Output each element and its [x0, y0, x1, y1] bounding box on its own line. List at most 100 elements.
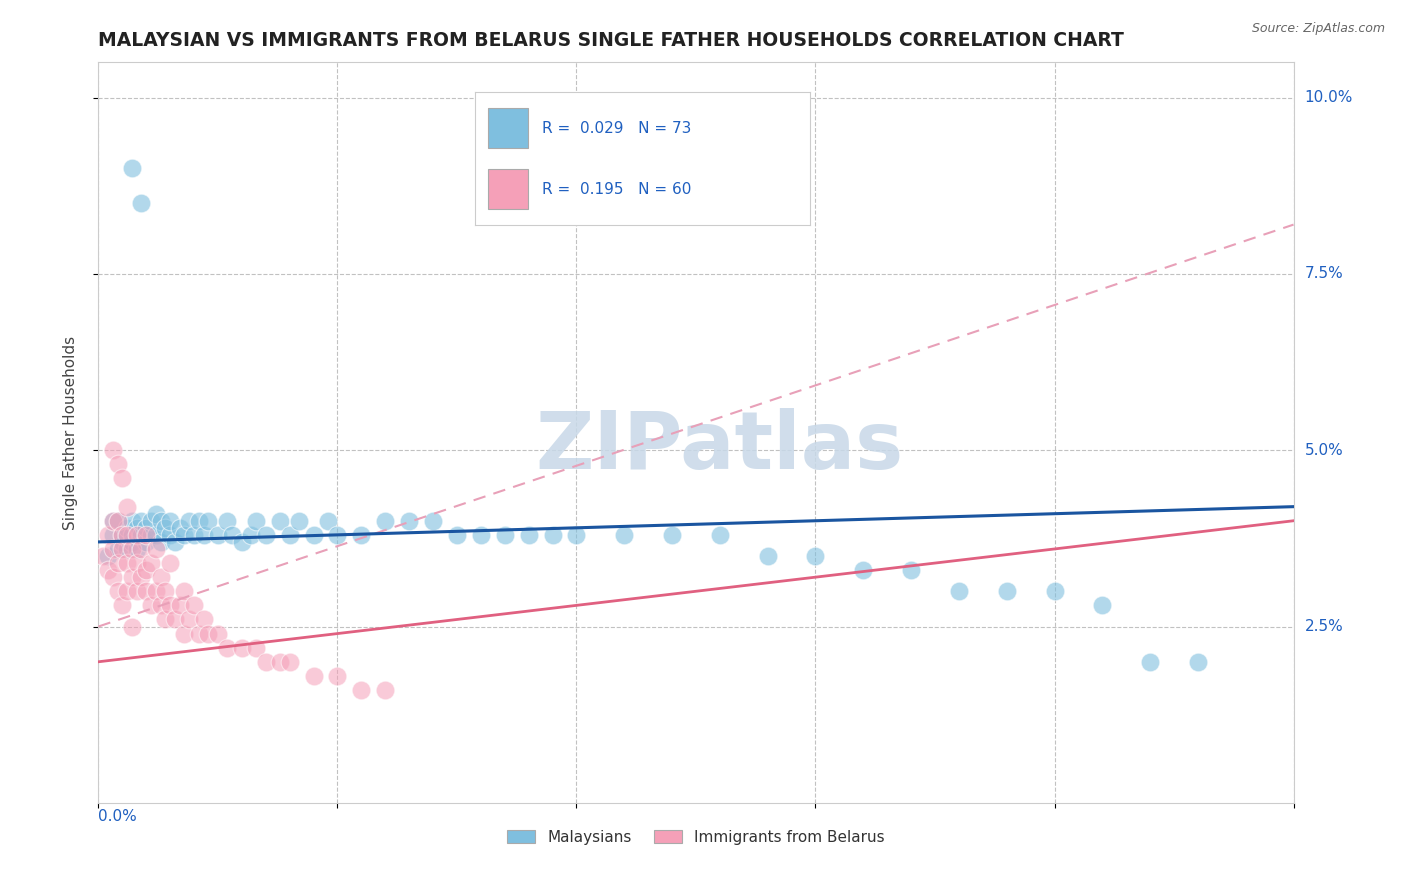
- Point: [613, 528, 636, 542]
- Point: [159, 556, 181, 570]
- Point: [115, 584, 138, 599]
- Text: 5.0%: 5.0%: [1305, 442, 1343, 458]
- Point: [121, 619, 143, 633]
- Point: [111, 471, 134, 485]
- Point: [494, 528, 516, 542]
- Text: 0.0%: 0.0%: [98, 809, 138, 823]
- Point: [139, 514, 162, 528]
- Point: [107, 584, 129, 599]
- Point: [948, 584, 970, 599]
- Text: 10.0%: 10.0%: [1305, 90, 1353, 105]
- Point: [91, 549, 114, 563]
- Point: [131, 196, 153, 211]
- Point: [131, 514, 153, 528]
- Point: [350, 528, 373, 542]
- Point: [107, 556, 129, 570]
- Point: [139, 599, 162, 613]
- Point: [155, 612, 177, 626]
- Point: [139, 528, 162, 542]
- Point: [207, 626, 229, 640]
- Point: [97, 528, 120, 542]
- Point: [517, 528, 540, 542]
- Point: [131, 528, 153, 542]
- Point: [173, 528, 195, 542]
- Point: [756, 549, 779, 563]
- Point: [900, 563, 922, 577]
- Point: [125, 556, 148, 570]
- Point: [115, 556, 138, 570]
- Point: [135, 584, 157, 599]
- Point: [245, 514, 267, 528]
- Point: [121, 541, 143, 556]
- Y-axis label: Single Father Households: Single Father Households: [63, 335, 77, 530]
- Point: [145, 528, 167, 542]
- Point: [231, 640, 253, 655]
- Point: [125, 541, 148, 556]
- Point: [101, 443, 124, 458]
- Point: [107, 541, 129, 556]
- Text: Source: ZipAtlas.com: Source: ZipAtlas.com: [1251, 22, 1385, 36]
- Point: [169, 521, 191, 535]
- Point: [149, 535, 172, 549]
- Point: [115, 528, 138, 542]
- Point: [231, 535, 253, 549]
- Text: 2.5%: 2.5%: [1305, 619, 1343, 634]
- Point: [163, 535, 186, 549]
- Point: [97, 563, 120, 577]
- Point: [1043, 584, 1066, 599]
- Point: [187, 514, 209, 528]
- Point: [183, 599, 205, 613]
- Point: [217, 514, 239, 528]
- Point: [197, 626, 219, 640]
- Point: [159, 599, 181, 613]
- Point: [145, 507, 167, 521]
- Point: [111, 599, 134, 613]
- Point: [101, 514, 124, 528]
- Point: [101, 514, 124, 528]
- Point: [163, 612, 186, 626]
- Point: [101, 570, 124, 584]
- Point: [125, 528, 148, 542]
- Point: [302, 669, 325, 683]
- Point: [221, 528, 243, 542]
- Point: [326, 528, 349, 542]
- Point: [135, 528, 157, 542]
- Point: [302, 528, 325, 542]
- Point: [374, 683, 396, 698]
- Point: [1139, 655, 1161, 669]
- Text: MALAYSIAN VS IMMIGRANTS FROM BELARUS SINGLE FATHER HOUSEHOLDS CORRELATION CHART: MALAYSIAN VS IMMIGRANTS FROM BELARUS SIN…: [98, 30, 1125, 50]
- Point: [145, 584, 167, 599]
- Point: [107, 458, 129, 472]
- Point: [159, 528, 181, 542]
- Point: [661, 528, 683, 542]
- Point: [125, 584, 148, 599]
- Point: [149, 599, 172, 613]
- Point: [398, 514, 420, 528]
- Text: ZIPatlas: ZIPatlas: [536, 409, 904, 486]
- Legend: Malaysians, Immigrants from Belarus: Malaysians, Immigrants from Belarus: [501, 823, 891, 851]
- Point: [217, 640, 239, 655]
- Point: [115, 500, 138, 514]
- Point: [288, 514, 311, 528]
- Point: [278, 528, 301, 542]
- Point: [131, 541, 153, 556]
- Point: [804, 549, 827, 563]
- Point: [111, 528, 134, 542]
- Point: [111, 541, 134, 556]
- Point: [326, 669, 349, 683]
- Point: [111, 528, 134, 542]
- Point: [135, 521, 157, 535]
- Point: [245, 640, 267, 655]
- Point: [183, 528, 205, 542]
- Point: [254, 655, 277, 669]
- Point: [350, 683, 373, 698]
- Text: 7.5%: 7.5%: [1305, 267, 1343, 282]
- Point: [565, 528, 588, 542]
- Point: [541, 528, 564, 542]
- Point: [852, 563, 875, 577]
- Point: [374, 514, 396, 528]
- Point: [121, 528, 143, 542]
- Point: [139, 556, 162, 570]
- Point: [115, 541, 138, 556]
- Point: [115, 521, 138, 535]
